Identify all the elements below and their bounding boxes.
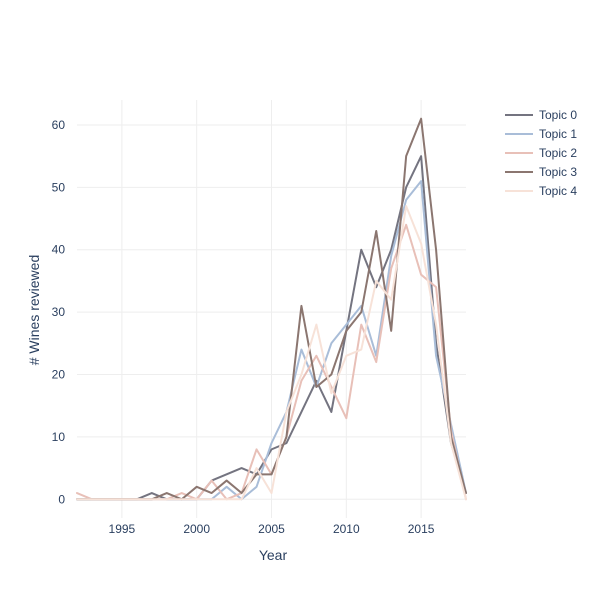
y-tick-label: 30	[52, 305, 66, 319]
grid-lines	[77, 100, 466, 518]
series-lines	[76, 117, 467, 501]
y-tick-label: 60	[52, 118, 66, 132]
legend-label: Topic 4	[539, 184, 577, 198]
legend-label: Topic 2	[539, 146, 577, 160]
legend-item-topic-3[interactable]: Topic 3	[505, 165, 577, 179]
y-tick-label: 50	[52, 180, 66, 194]
x-tick-label: 2005	[258, 522, 285, 536]
y-axis-title: # Wines reviewed	[26, 255, 42, 366]
y-tick-label: 0	[58, 492, 65, 506]
legend-label: Topic 3	[539, 165, 577, 179]
y-tick-label: 10	[52, 430, 66, 444]
x-axis-ticks: 1995 2000 2005 2010 2015	[109, 522, 435, 536]
legend-item-topic-2[interactable]: Topic 2	[505, 146, 577, 160]
legend-label: Topic 1	[539, 127, 577, 141]
legend-item-topic-4[interactable]: Topic 4	[505, 184, 577, 198]
y-tick-label: 40	[52, 243, 66, 257]
x-tick-label: 1995	[109, 522, 136, 536]
legend-item-topic-1[interactable]: Topic 1	[505, 127, 577, 141]
legend-label: Topic 0	[539, 108, 577, 122]
legend-item-topic-0[interactable]: Topic 0	[505, 108, 577, 122]
y-tick-label: 20	[52, 368, 66, 382]
legend[interactable]: Topic 0 Topic 1 Topic 2 Topic 3 Topic 4	[505, 108, 577, 198]
x-tick-label: 2015	[408, 522, 435, 536]
series-line-topic-4	[76, 205, 467, 501]
y-axis-ticks: 0 10 20 30 40 50 60	[52, 118, 66, 506]
x-tick-label: 2010	[333, 522, 360, 536]
x-axis-title: Year	[259, 547, 288, 563]
x-tick-label: 2000	[183, 522, 210, 536]
